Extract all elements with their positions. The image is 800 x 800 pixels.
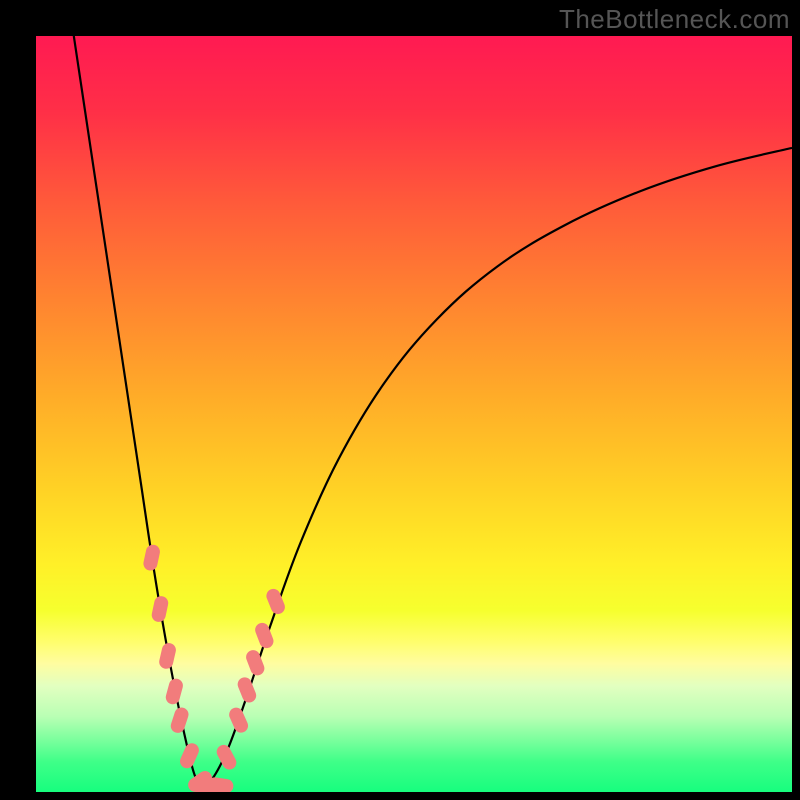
data-marker bbox=[227, 705, 250, 734]
data-marker bbox=[244, 648, 266, 677]
data-marker bbox=[236, 675, 259, 704]
data-marker bbox=[142, 543, 161, 571]
figure-root: TheBottleneck.com bbox=[0, 0, 800, 800]
data-marker bbox=[158, 642, 177, 670]
watermark-text: TheBottleneck.com bbox=[559, 4, 790, 35]
data-marker bbox=[150, 595, 169, 623]
data-marker bbox=[178, 741, 201, 770]
plot-area bbox=[36, 36, 792, 792]
data-marker bbox=[214, 742, 239, 772]
data-marker bbox=[253, 621, 275, 650]
marker-layer bbox=[36, 36, 792, 792]
data-marker bbox=[169, 706, 190, 735]
data-marker bbox=[164, 677, 184, 706]
marker-group bbox=[142, 543, 287, 792]
plot-frame bbox=[0, 0, 800, 800]
data-marker bbox=[207, 776, 235, 792]
data-marker bbox=[264, 587, 287, 616]
